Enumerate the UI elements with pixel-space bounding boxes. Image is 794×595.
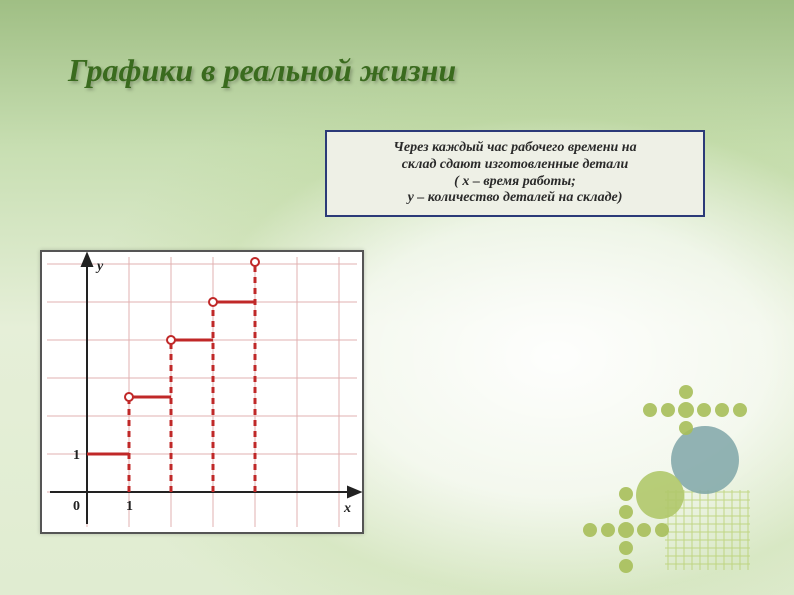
svg-text:0: 0 — [73, 499, 80, 514]
desc-line4: y – количество деталей на складе) — [339, 190, 691, 207]
svg-text:x: x — [343, 501, 351, 516]
svg-text:1: 1 — [73, 448, 80, 463]
page-title: Графики в реальной жизни — [68, 52, 456, 89]
desc-line3: ( x – время работы; — [339, 174, 691, 191]
svg-text:y: y — [95, 259, 104, 274]
desc-line1: Через каждый час рабочего времени на — [339, 140, 691, 157]
desc-line2: склад сдают изготовленные детали — [339, 157, 691, 174]
step-chart: 1 1 0 x y — [40, 250, 364, 534]
description-box: Через каждый час рабочего времени на скл… — [325, 130, 705, 217]
svg-text:1: 1 — [126, 499, 133, 514]
slide: Графики в реальной жизни Через каждый ча… — [0, 0, 794, 595]
decorative-graphic — [540, 380, 770, 580]
